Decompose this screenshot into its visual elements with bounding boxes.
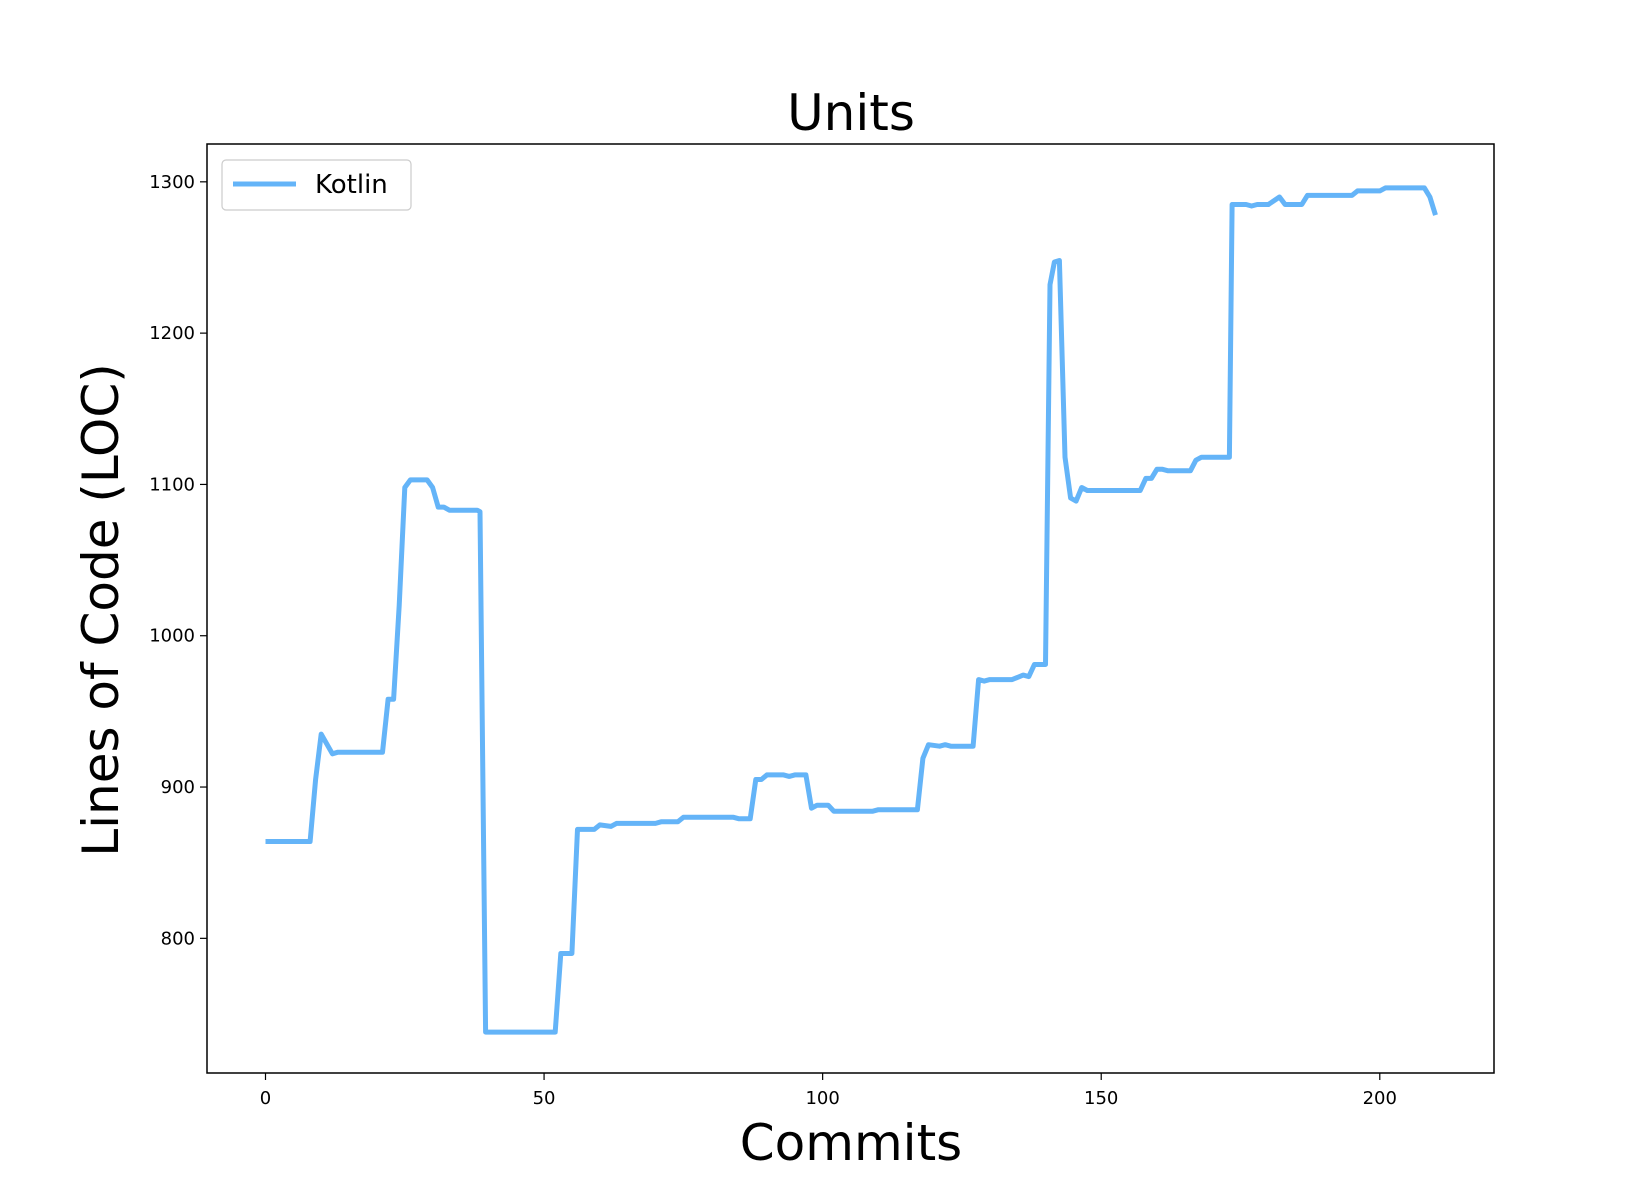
y-tick-label: 900 (161, 777, 195, 798)
y-tick-label: 1000 (149, 626, 195, 647)
legend-label-kotlin: Kotlin (315, 170, 388, 200)
x-tick-label: 100 (805, 1088, 839, 1109)
y-tick-label: 1200 (149, 323, 195, 344)
x-tick-label: 200 (1363, 1088, 1397, 1109)
y-tick-label: 800 (161, 928, 195, 949)
legend: Kotlin (221, 159, 412, 211)
y-tick-label: 1100 (149, 474, 195, 495)
x-tick-label: 0 (260, 1088, 271, 1109)
chart-title: Units (787, 84, 915, 142)
y-axis-label: Lines of Code (LOC) (72, 363, 130, 856)
y-axis: 800 900 1000 1100 1200 1300 (149, 172, 207, 949)
legend-box (221, 159, 412, 211)
y-tick-label: 1300 (149, 172, 195, 193)
x-axis-label: Commits (740, 1114, 962, 1172)
series-line-kotlin (265, 185, 1438, 1035)
plot-frame (206, 143, 1495, 1074)
x-axis: 0 50 100 150 200 (260, 1073, 1397, 1109)
plot-content (265, 185, 1438, 1035)
x-tick-label: 150 (1084, 1088, 1118, 1109)
x-tick-label: 50 (533, 1088, 556, 1109)
